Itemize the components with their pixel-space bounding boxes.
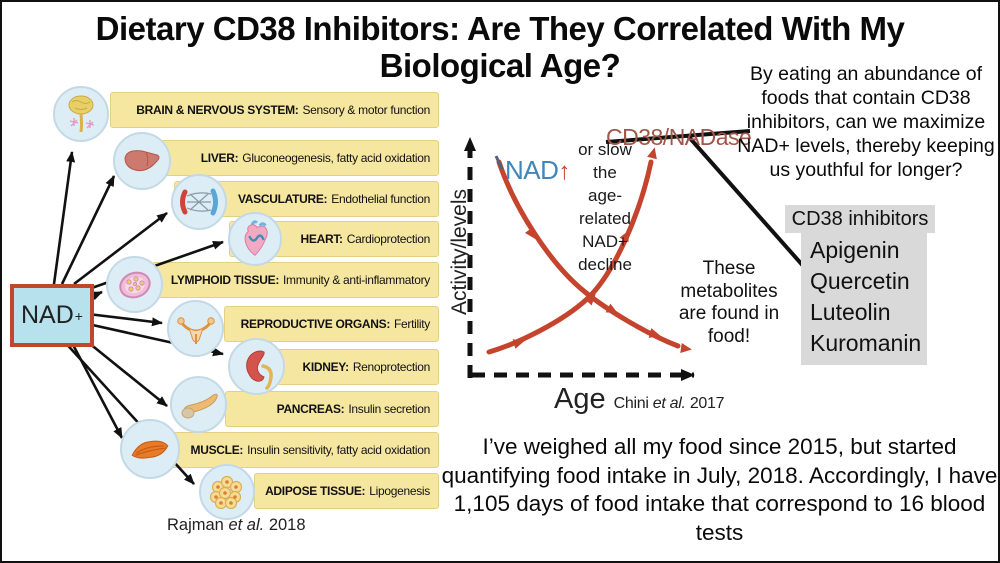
organ-function: Cardioprotection	[346, 232, 431, 246]
reproductive-organs-icon	[176, 316, 215, 344]
y-axis-label: Activity/levels	[448, 188, 471, 316]
organ-row-brain: BRAIN & NERVOUS SYSTEM: Sensory & motor f…	[110, 92, 439, 128]
pancreas-circle	[170, 376, 227, 433]
organ-name: LYMPHOID TISSUE:	[170, 273, 280, 287]
organ-function: Renoprotection	[352, 360, 430, 374]
inhibitors-header: CD38 inhibitors	[785, 205, 935, 233]
organ-function: Immunity & anti-inflammatory	[283, 273, 430, 287]
liver-icon	[124, 150, 160, 172]
metabolites-note: These metabolites are found in food!	[678, 258, 780, 347]
brain-icon	[68, 95, 95, 133]
cd38-strikethrough	[605, 129, 751, 144]
organ-name: LIVER:	[200, 151, 239, 165]
decline-annotation: or slow the age- related NAD+ decline	[578, 140, 632, 274]
heart-circle	[228, 212, 282, 266]
organ-name: BRAIN & NERVOUS SYSTEM:	[136, 103, 299, 117]
organ-row-liver: LIVER: Gluconeogenesis, fatty acid oxidat…	[150, 140, 439, 176]
bottom-paragraph: I’ve weighed all my food since 2015, but…	[441, 434, 998, 545]
chart-citation: Chini et al. 2017	[613, 395, 725, 412]
list-item: Apigenin	[810, 237, 900, 263]
organ-name: PANCREAS:	[276, 402, 345, 416]
heart-icon	[244, 220, 268, 256]
vasculature-icon	[180, 188, 218, 216]
question-text: By eating an abundance of foods that con…	[737, 63, 995, 181]
list-item: Kuromanin	[810, 330, 922, 356]
cd38-curve-label: CD38/NADase	[606, 124, 752, 150]
adipose-tissue-icon	[209, 475, 243, 510]
title-line-1: Dietary CD38 Inhibitors: Are They Correl…	[95, 10, 905, 47]
organ-function: Insulin secretion	[348, 402, 430, 416]
kidney-circle	[228, 338, 285, 395]
nad-box-superscript: +	[74, 307, 83, 324]
muscle-icon	[131, 440, 169, 459]
up-arrow-icon: ↑	[558, 158, 570, 185]
left-citation: Rajman et al. 2018	[167, 516, 306, 534]
organ-function: Endothelial function	[331, 192, 430, 206]
nad-box: NAD +	[10, 284, 94, 347]
list-item: Quercetin	[810, 268, 910, 294]
organ-row-muscle: MUSCLE: Insulin sensitivity, fatty acid o…	[152, 432, 439, 468]
nad-curve	[496, 159, 681, 349]
curve-arrowheads	[512, 147, 692, 353]
organ-name: MUSCLE:	[190, 443, 244, 457]
organ-function: Lipogenesis	[369, 484, 430, 498]
list-item: Luteolin	[810, 299, 891, 325]
lymphoid-tissue-icon	[118, 271, 151, 298]
organ-function: Insulin sensitivity, fatty acid oxidatio…	[247, 443, 430, 457]
organ-row-adipose: ADIPOSE TISSUE: Lipogenesis	[254, 473, 439, 509]
nad-curve-start-tick	[494, 155, 504, 170]
organ-name: HEART:	[300, 232, 344, 246]
organ-name: ADIPOSE TISSUE:	[265, 484, 366, 498]
organ-function: Sensory & motor function	[302, 103, 430, 117]
inhibitors-list: Apigenin Quercetin Luteolin Kuromanin	[801, 233, 927, 365]
title-line-2: Biological Age?	[379, 47, 621, 84]
kidney-icon	[245, 349, 273, 390]
reproductive-circle	[167, 300, 224, 357]
organ-function: Gluconeogenesis, fatty acid oxidation	[242, 151, 430, 165]
nad-curve-label: NAD↑	[505, 155, 570, 185]
x-axis-label: Age Chini et al. 2017	[554, 383, 725, 415]
lymphoid-circle	[106, 256, 163, 313]
organ-row-reproductive: REPRODUCTIVE ORGANS: Fertility	[224, 306, 439, 342]
organ-row-lymphoid: LYMPHOID TISSUE: Immunity & anti-inflamma…	[152, 262, 439, 298]
organ-function: Fertility	[394, 317, 430, 331]
page-title: Dietary CD38 Inhibitors: Are They Correl…	[2, 10, 998, 84]
organ-name: VASCULATURE:	[237, 192, 328, 206]
adipose-circle	[199, 464, 255, 520]
organ-name: REPRODUCTIVE ORGANS:	[240, 317, 391, 331]
pancreas-icon	[181, 393, 218, 418]
pointer-to-inhibitors	[686, 134, 807, 270]
brain-circle	[53, 86, 109, 142]
organ-row-pancreas: PANCREAS: Insulin secretion	[225, 391, 439, 427]
muscle-circle	[120, 419, 180, 479]
organ-name: KIDNEY:	[302, 360, 349, 374]
nad-box-label: NAD	[21, 301, 74, 329]
vasculature-circle	[171, 174, 227, 230]
liver-circle	[113, 132, 171, 190]
